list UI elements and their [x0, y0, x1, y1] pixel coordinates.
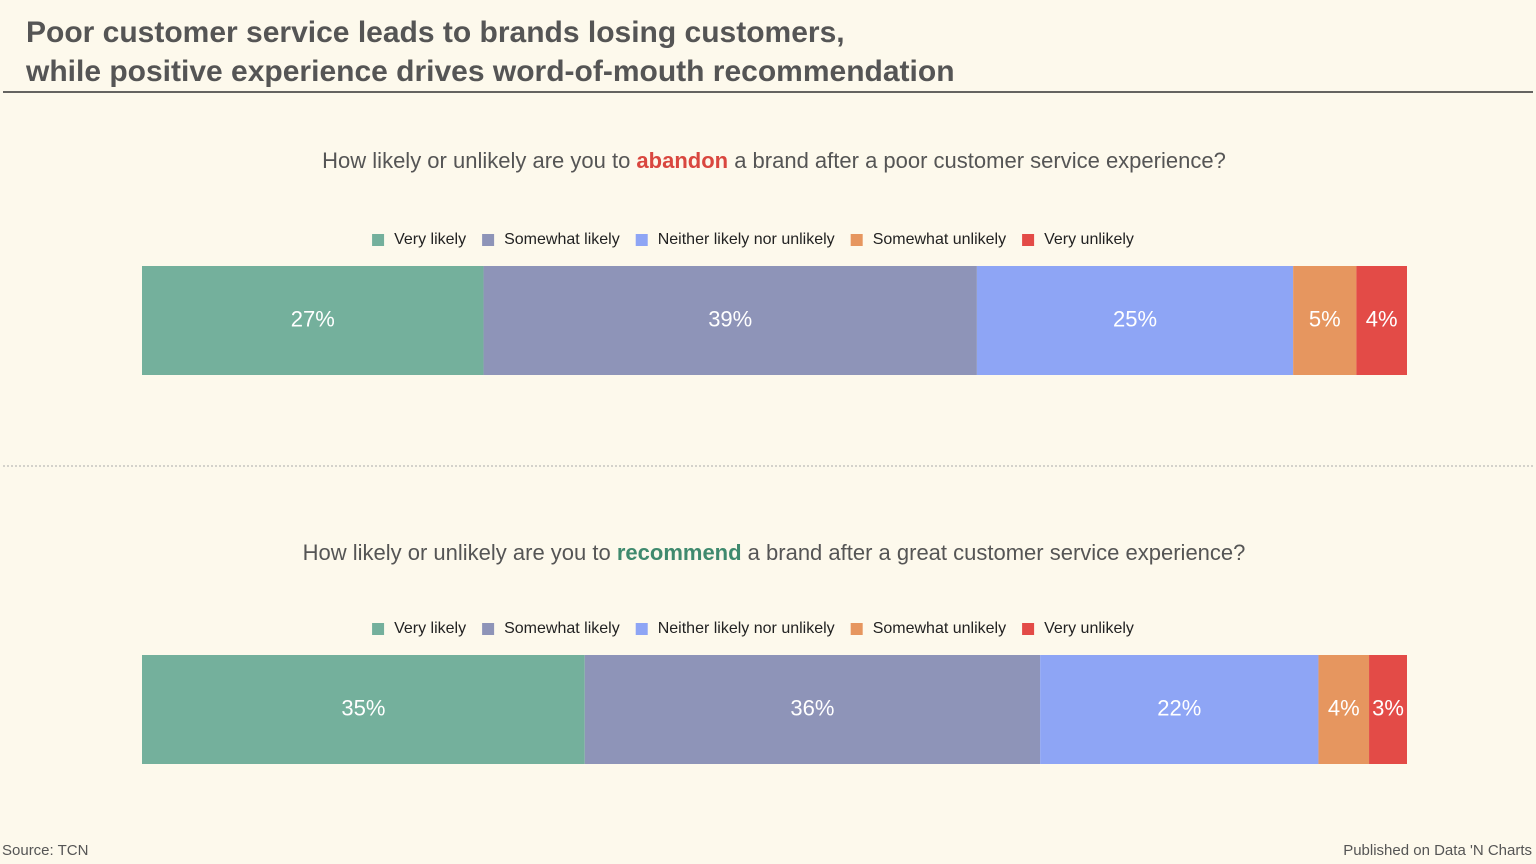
legend-swatch: [372, 623, 385, 635]
legend-label: Somewhat likely: [504, 620, 620, 637]
legend-label: Very unlikely: [1044, 620, 1134, 637]
question-text: a brand after a poor customer service ex…: [728, 148, 1226, 173]
legend-label: Very likely: [394, 231, 466, 248]
legend-swatch: [482, 234, 495, 246]
question-text: How likely or unlikely are you to: [322, 148, 636, 173]
value-label: 25%: [1113, 306, 1157, 331]
legend: Very likely Somewhat likely Neither likely…: [372, 231, 1134, 248]
legend-swatch: [1022, 623, 1035, 635]
bar-segment: [584, 655, 1041, 764]
publisher: Published on Data 'N Charts: [1343, 842, 1532, 859]
value-label: 27%: [291, 306, 335, 331]
bar-segment: [976, 266, 1294, 375]
value-label: 36%: [790, 695, 834, 720]
question: How likely or unlikely are you to recomm…: [303, 540, 1246, 565]
legend-label: Somewhat unlikely: [873, 231, 1006, 248]
legend-label: Very unlikely: [1044, 231, 1134, 248]
question-text: How likely or unlikely are you to: [303, 540, 617, 565]
legend-label: Somewhat unlikely: [873, 620, 1006, 637]
bar-segment: [1369, 655, 1407, 764]
legend-swatch: [1022, 234, 1035, 246]
value-label: 35%: [341, 695, 385, 720]
legend-label: Somewhat likely: [504, 231, 620, 248]
question-keyword: abandon: [636, 148, 728, 173]
legend-swatch: [372, 234, 385, 246]
title-line: while positive experience drives word-of…: [25, 55, 955, 88]
bar-segment: [142, 266, 484, 375]
question-keyword: recommend: [617, 540, 742, 565]
legend-swatch: [635, 234, 648, 246]
value-label: 22%: [1157, 695, 1201, 720]
value-label: 39%: [708, 306, 752, 331]
legend-swatch: [482, 623, 495, 635]
title-line: Poor customer service leads to brands lo…: [26, 16, 845, 49]
legend-swatch: [850, 234, 863, 246]
legend-label: Neither likely nor unlikely: [658, 620, 835, 637]
bar-segment: [1318, 655, 1370, 764]
question: How likely or unlikely are you to abando…: [322, 148, 1226, 173]
value-label: 4%: [1366, 306, 1398, 331]
bar-segment: [142, 655, 585, 764]
question-text: a brand after a great customer service e…: [742, 540, 1246, 565]
bar-segment: [1040, 655, 1319, 764]
legend-label: Very likely: [394, 620, 466, 637]
legend-swatch: [850, 623, 863, 635]
value-label: 3%: [1372, 695, 1404, 720]
value-label: 5%: [1309, 306, 1341, 331]
legend-swatch: [635, 623, 648, 635]
bar-segment: [483, 266, 977, 375]
value-label: 4%: [1328, 695, 1360, 720]
legend-label: Neither likely nor unlikely: [658, 231, 835, 248]
source: Source: TCN: [2, 842, 88, 859]
bar-segment: [1293, 266, 1357, 375]
legend: Very likely Somewhat likely Neither likely…: [372, 620, 1134, 637]
bar-segment: [1356, 266, 1407, 375]
